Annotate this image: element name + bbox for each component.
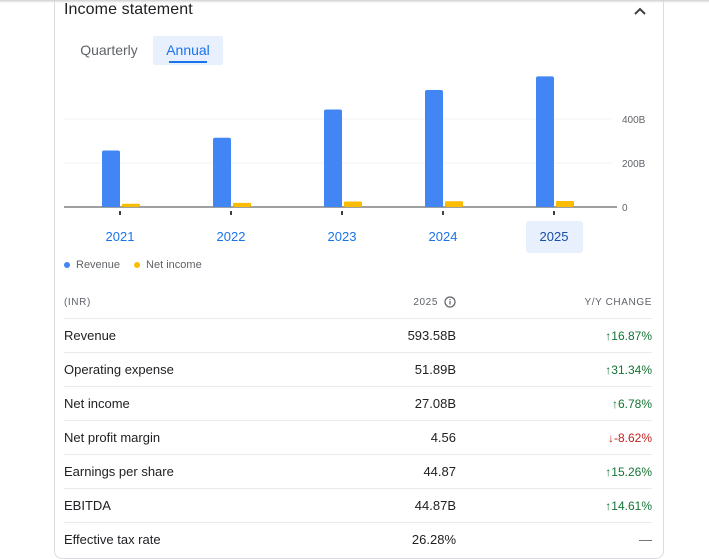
table-body: Revenue 593.58B ↑16.87% Operating expense 51… [64, 318, 652, 556]
legend-label-net-income: Net income [146, 259, 202, 271]
y-tick-label: 400B [622, 115, 646, 126]
row-value: 4.56 [430, 430, 456, 445]
change-value: 14.61% [611, 499, 652, 513]
y-tick-label: 200B [622, 159, 646, 170]
row-value: 593.58B [407, 328, 456, 343]
row-value: 51.89B [414, 362, 456, 377]
x-tick-label[interactable]: 2025 [540, 229, 569, 244]
revenue-bar [324, 109, 342, 207]
row-change: ↓-8.62% [456, 430, 652, 445]
financials-table: (INR) 2025 Y/Y CHANGE Revenue 593.58B ↑16.… [64, 286, 652, 556]
table-row: Net profit margin 4.56 ↓-8.62% [64, 420, 652, 454]
row-value: 26.28% [411, 532, 456, 547]
change-value: 16.87% [611, 329, 652, 343]
revenue-bar [213, 137, 231, 207]
tab-annual[interactable]: Annual [153, 36, 223, 65]
tab-annual-underline [169, 61, 207, 63]
header-currency: (INR) [64, 296, 91, 308]
net-income-bar [445, 201, 463, 207]
x-tick-label[interactable]: 2021 [106, 229, 135, 244]
row-value: 44.87 [423, 464, 456, 479]
net-income-bar [122, 203, 140, 207]
header-change: Y/Y CHANGE [584, 296, 652, 308]
legend-dot-net-income [134, 262, 141, 268]
row-label: Operating expense [64, 362, 174, 377]
header-year-label: 2025 [413, 296, 438, 308]
x-tick-label[interactable]: 2024 [429, 229, 458, 244]
card-title: Income statement [64, 1, 193, 18]
legend-item-net-income: Net income [134, 259, 202, 271]
table-row: Net income 27.08B ↑6.78% [64, 386, 652, 420]
revenue-bar [536, 76, 554, 207]
row-change: ↑31.34% [456, 362, 652, 377]
revenue-chart: 0 200B 400B 2021 2022 2023 2024 2025 [64, 76, 646, 253]
selected-year-highlight [526, 221, 583, 253]
table-row: Revenue 593.58B ↑16.87% [64, 318, 652, 352]
header-year: 2025 [364, 296, 456, 308]
legend-label-revenue: Revenue [76, 259, 121, 271]
x-tick-label[interactable]: 2022 [217, 229, 246, 244]
arrow-up-icon: ↑ [605, 499, 612, 513]
table-row: Operating expense 51.89B ↑31.34% [64, 352, 652, 386]
chevron-up-icon[interactable] [632, 4, 648, 18]
change-value: 15.26% [611, 465, 652, 479]
arrow-up-icon: ↑ [605, 465, 612, 479]
net-income-bar [233, 202, 251, 207]
row-label: Net income [64, 396, 130, 411]
arrow-up-icon: ↑ [611, 397, 618, 411]
row-change: ↑16.87% [456, 328, 652, 343]
top-edge-shadow [0, 0, 709, 3]
tab-quarterly[interactable]: Quarterly [70, 36, 148, 65]
tab-annual-label: Annual [166, 42, 210, 58]
change-value: — [639, 532, 652, 547]
arrow-up-icon: ↑ [605, 329, 612, 343]
change-value: 31.34% [611, 363, 652, 377]
table-row: Effective tax rate 26.28% — [64, 522, 652, 556]
table-row: EBITDA 44.87B ↑14.61% [64, 488, 652, 522]
table-header: (INR) 2025 Y/Y CHANGE [64, 286, 652, 318]
x-tick-label[interactable]: 2023 [328, 229, 357, 244]
row-change: — [456, 532, 652, 547]
net-income-bar [344, 201, 362, 207]
row-change: ↑14.61% [456, 498, 652, 513]
row-label: Net profit margin [64, 430, 161, 445]
change-value: -8.62% [613, 431, 652, 445]
row-label: Revenue [64, 328, 117, 343]
chart-legend: Revenue Net income [64, 259, 216, 271]
y-tick-label: 0 [622, 203, 628, 214]
legend-dot-revenue [64, 262, 70, 268]
table-row: Earnings per share 44.87 ↑15.26% [64, 454, 652, 488]
income-statement-card [54, 0, 664, 559]
row-label: Earnings per share [64, 464, 174, 479]
row-label: EBITDA [64, 498, 111, 513]
row-value: 27.08B [414, 396, 456, 411]
revenue-bar [102, 150, 120, 207]
row-change: ↑6.78% [456, 396, 652, 411]
row-label: Effective tax rate [64, 532, 161, 547]
info-icon[interactable] [444, 296, 456, 308]
row-change: ↑15.26% [456, 464, 652, 479]
legend-item-revenue: Revenue [64, 259, 120, 271]
arrow-down-icon: ↓ [607, 431, 614, 445]
net-income-bar [556, 201, 574, 207]
tab-quarterly-label: Quarterly [80, 42, 138, 58]
change-value: 6.78% [617, 397, 652, 411]
arrow-up-icon: ↑ [605, 363, 612, 377]
row-value: 44.87B [414, 498, 456, 513]
revenue-bar [425, 89, 443, 207]
